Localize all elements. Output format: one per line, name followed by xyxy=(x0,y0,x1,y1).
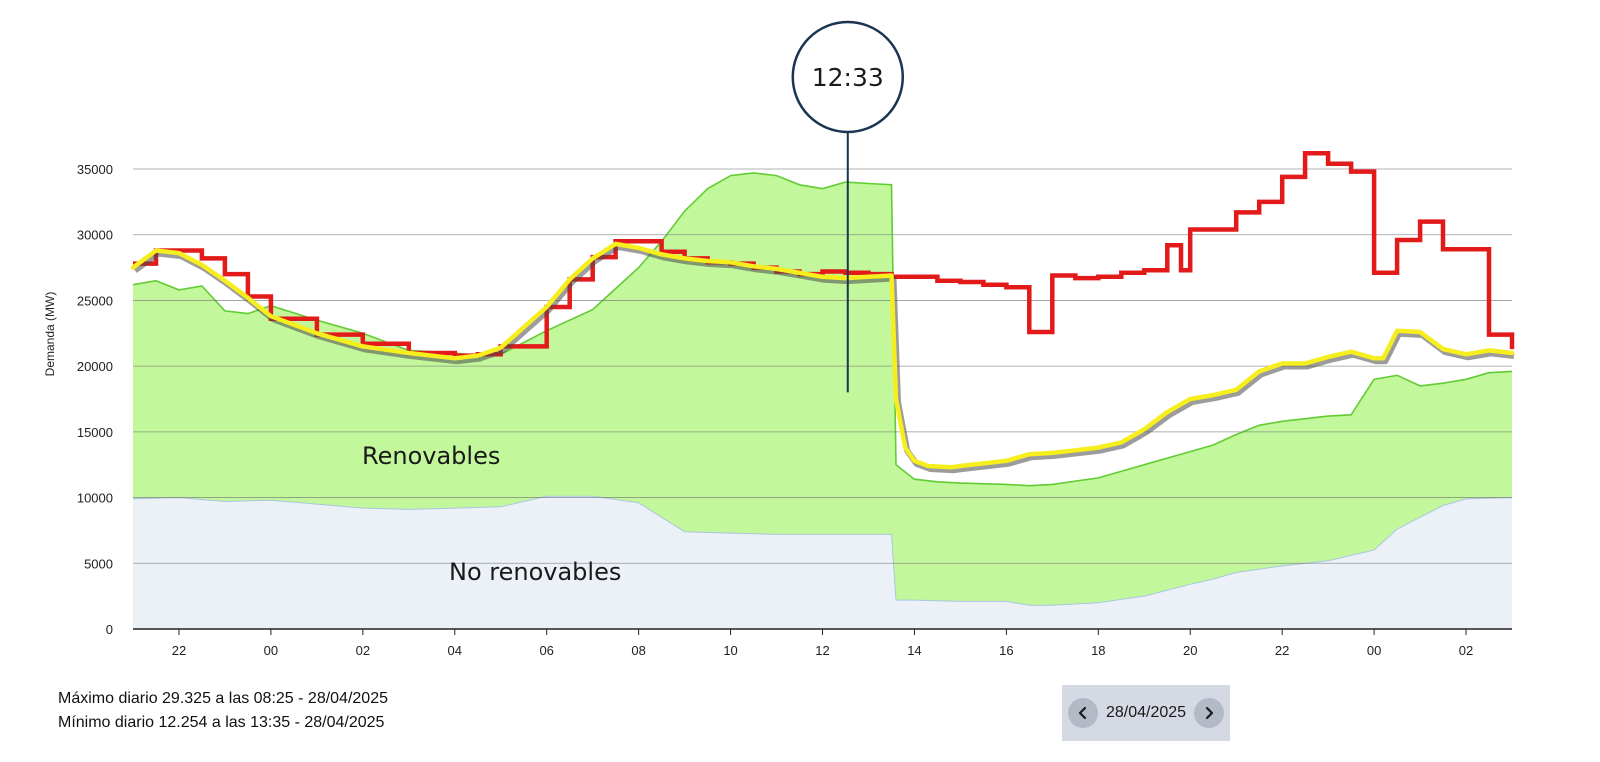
ytick-label-35000: 35000 xyxy=(77,162,113,177)
ylabel: Demanda (MW) xyxy=(43,292,57,377)
date-navigator: 28/04/2025 xyxy=(1062,685,1230,741)
label-layer: Demanda (MW) Renovables No renovables xyxy=(43,292,621,586)
xtick-label-6: 10 xyxy=(723,643,737,658)
xtick-label-1: 00 xyxy=(264,643,278,658)
ytick-label-5000: 5000 xyxy=(84,556,113,571)
area-layer xyxy=(132,172,1513,629)
next-date-button[interactable] xyxy=(1194,698,1225,728)
ytick-label-15000: 15000 xyxy=(77,425,113,440)
area-label-renovables: Renovables xyxy=(362,442,500,470)
area-no-renovables-edge xyxy=(132,495,1513,606)
xtick-label-2: 02 xyxy=(356,643,370,658)
area-label-no-renovables: No renovables xyxy=(449,558,621,586)
xtick-label-11: 20 xyxy=(1183,643,1197,658)
time-marker-circle[interactable] xyxy=(791,20,905,134)
chevron-left-icon xyxy=(1078,706,1087,720)
xtick-label-8: 14 xyxy=(907,643,921,658)
xtick-label-14: 02 xyxy=(1459,643,1473,658)
ytick-label-25000: 25000 xyxy=(77,293,113,308)
xtick-label-10: 18 xyxy=(1091,643,1105,658)
xtick-label-0: 22 xyxy=(172,643,186,658)
min-daily-text: Mínimo diario 12.254 a las 13:35 - 28/04… xyxy=(58,714,385,731)
time-marker-label: 12:33 xyxy=(812,63,884,92)
area-no-renovables xyxy=(133,496,1512,629)
xtick-label-3: 04 xyxy=(448,643,462,658)
ytick-label-30000: 30000 xyxy=(77,228,113,243)
chevron-right-icon xyxy=(1205,706,1214,720)
time-marker[interactable]: 12:33 xyxy=(791,20,905,393)
prev-date-button[interactable] xyxy=(1067,698,1098,728)
ytick-label-10000: 10000 xyxy=(77,491,113,506)
series-real-line xyxy=(130,241,1515,470)
xtick-label-5: 08 xyxy=(631,643,645,658)
daily-stats: Máximo diario 29.325 a las 08:25 - 28/04… xyxy=(58,687,388,735)
grid-layer xyxy=(133,168,1512,564)
xtick-label-9: 16 xyxy=(999,643,1013,658)
xtick-label-12: 22 xyxy=(1275,643,1289,658)
area-renovables-edge xyxy=(132,172,1513,487)
ytick-label-0: 0 xyxy=(106,622,113,637)
max-daily-text: Máximo diario 29.325 a las 08:25 - 28/04… xyxy=(58,690,388,707)
xtick-label-13: 00 xyxy=(1367,643,1381,658)
xtick-label-4: 06 xyxy=(539,643,553,658)
axes-layer: 0 5000 10000 15000 20000 25000 30000 35000 22 00 0… xyxy=(77,162,1512,658)
current-date: 28/04/2025 xyxy=(1105,704,1187,721)
xtick-label-7: 12 xyxy=(815,643,829,658)
line-layer xyxy=(130,150,1515,474)
ytick-label-20000: 20000 xyxy=(77,359,113,374)
